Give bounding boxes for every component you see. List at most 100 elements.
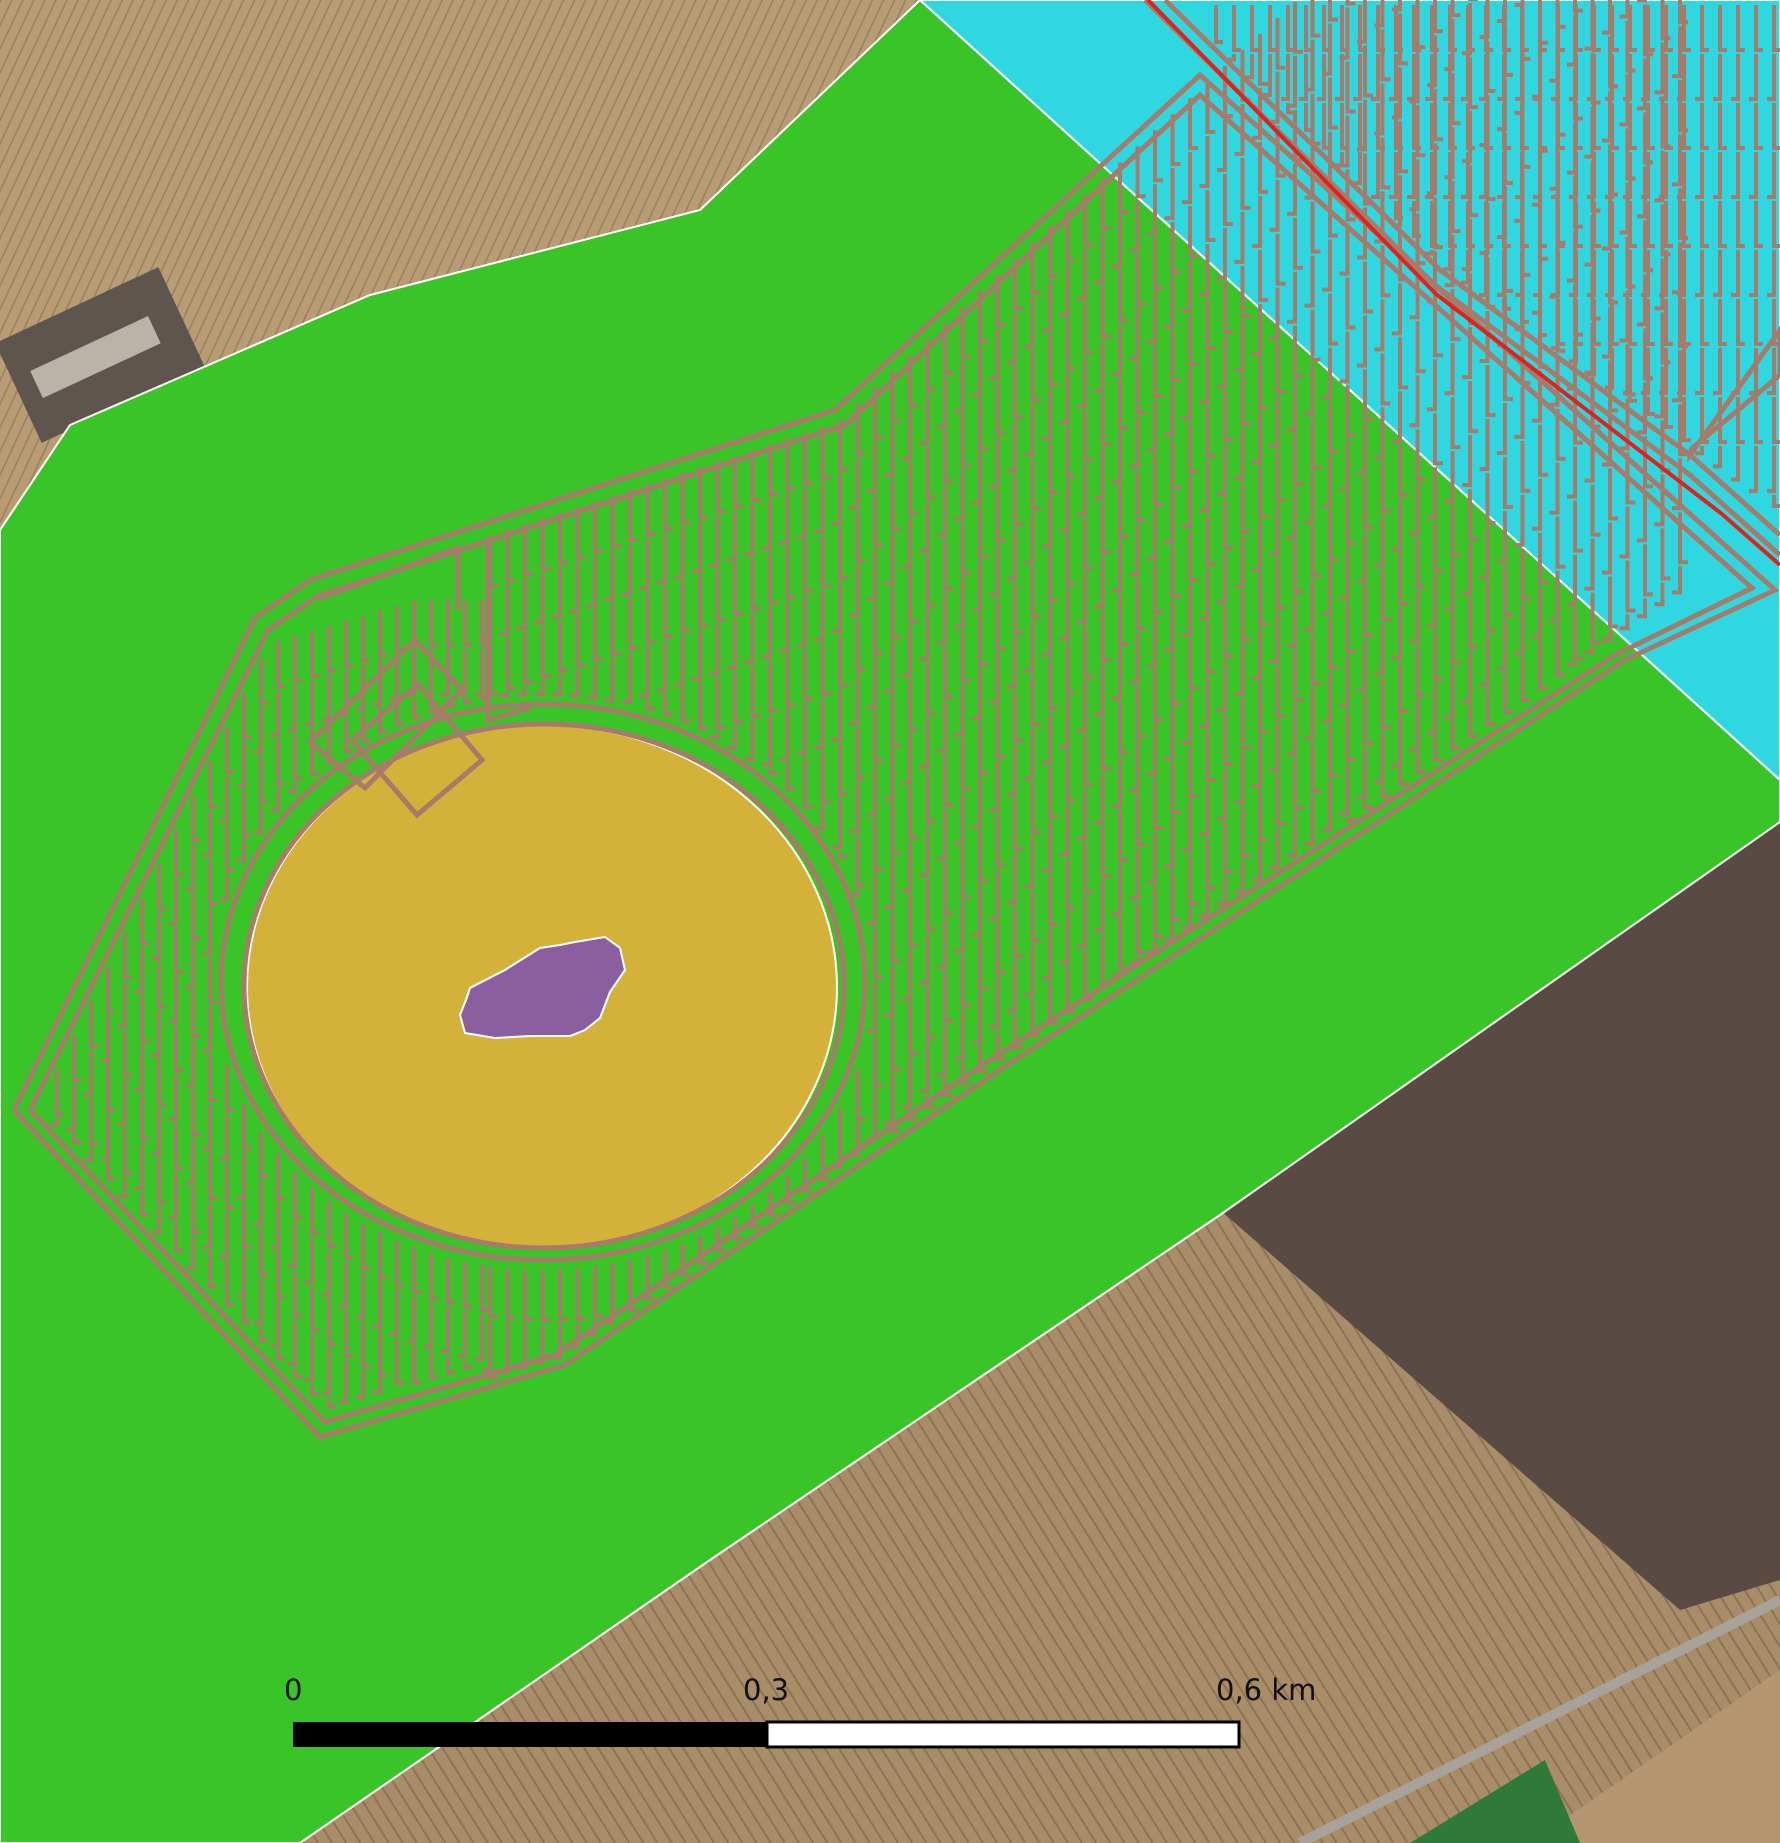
panel-row xyxy=(1363,369,1373,422)
panel-row xyxy=(1013,798,1023,851)
panel-row xyxy=(1147,832,1157,885)
panel-row xyxy=(1281,54,1290,101)
panel-row xyxy=(1479,419,1490,472)
panel-row xyxy=(1497,618,1507,671)
panel-row xyxy=(1625,20,1636,73)
panel-row xyxy=(1444,451,1455,504)
panel-row xyxy=(463,1359,472,1370)
scale-bar xyxy=(293,1720,1241,1749)
panel-row xyxy=(762,606,772,659)
panel-row xyxy=(1252,519,1262,572)
panel-row xyxy=(1654,366,1665,419)
panel-row xyxy=(1628,103,1637,150)
panel-row xyxy=(1427,683,1437,736)
panel-row xyxy=(1515,152,1524,199)
panel-row xyxy=(1772,397,1780,444)
panel-row xyxy=(1007,852,1017,905)
panel-row xyxy=(832,473,842,526)
panel-row xyxy=(1240,481,1251,534)
panel-row xyxy=(943,323,953,376)
panel-row xyxy=(750,450,761,503)
panel-row xyxy=(1538,201,1547,248)
panel-row xyxy=(1059,912,1070,965)
panel-row xyxy=(937,377,947,430)
panel-row xyxy=(123,1128,132,1176)
panel-row xyxy=(1170,114,1181,167)
panel-row xyxy=(1485,365,1496,418)
panel-row xyxy=(1007,528,1017,581)
panel-row xyxy=(1610,5,1619,52)
panel-row xyxy=(1407,54,1416,101)
panel-row xyxy=(1448,5,1457,52)
panel-row xyxy=(412,1345,421,1385)
panel-row xyxy=(1339,331,1350,384)
panel-row xyxy=(884,533,895,586)
panel-row xyxy=(1374,407,1385,460)
panel-row xyxy=(1433,521,1443,574)
panel-row xyxy=(855,619,866,672)
panel-row xyxy=(855,835,866,888)
panel-row xyxy=(1188,314,1198,367)
panel-row xyxy=(1024,620,1035,673)
panel-row xyxy=(242,1201,251,1249)
panel-row xyxy=(1217,443,1227,496)
panel-row xyxy=(1602,522,1612,575)
panel-row xyxy=(1269,503,1280,556)
panel-row xyxy=(140,1094,149,1142)
panel-row xyxy=(106,966,115,1014)
panel-row xyxy=(1538,103,1547,150)
panel-row xyxy=(1767,348,1776,395)
panel-row xyxy=(657,640,667,693)
panel-row xyxy=(1605,152,1614,199)
panel-row xyxy=(135,947,144,995)
panel-row xyxy=(1641,250,1650,297)
panel-row xyxy=(1407,152,1416,199)
panel-row xyxy=(517,578,527,631)
panel-row xyxy=(925,555,936,608)
panel-row xyxy=(1013,366,1023,419)
panel-row xyxy=(1024,728,1035,781)
panel-row xyxy=(505,529,516,582)
panel-row xyxy=(925,663,936,716)
panel-row xyxy=(1182,584,1192,637)
panel-rows-northeast xyxy=(1214,5,1780,508)
panel-row xyxy=(1223,497,1233,550)
panel-row xyxy=(1610,299,1619,346)
panel-row xyxy=(1415,537,1426,590)
panel-row xyxy=(1646,103,1655,150)
panel-row xyxy=(1427,467,1437,520)
panel-row xyxy=(1094,556,1105,609)
panel-row xyxy=(1223,821,1233,874)
panel-row xyxy=(1392,607,1402,660)
panel-row xyxy=(1199,784,1210,837)
panel-row xyxy=(1345,169,1356,222)
panel-row xyxy=(972,668,982,721)
panel-row xyxy=(1587,348,1596,377)
adjacent-zone-polygon[interactable] xyxy=(918,0,1780,782)
panel-row xyxy=(1602,630,1612,643)
panel-row xyxy=(191,795,200,843)
panel-row xyxy=(1654,42,1665,95)
panel-row xyxy=(505,637,516,690)
panel-row xyxy=(1754,397,1763,444)
panel-row xyxy=(890,911,901,964)
scale-label-mid: 0,3 xyxy=(743,1673,790,1707)
panel-row xyxy=(1610,103,1619,150)
panel-row xyxy=(1672,26,1682,79)
panel-row xyxy=(1293,757,1303,810)
core-zone-polygon[interactable] xyxy=(458,935,627,1040)
panel-row xyxy=(855,403,866,456)
panel-row xyxy=(1024,944,1035,997)
panel-row xyxy=(271,788,280,813)
panel-row xyxy=(1353,54,1362,101)
panel-row xyxy=(1430,103,1439,150)
panel-row xyxy=(1392,499,1402,552)
panel-row xyxy=(242,1103,251,1151)
panel-row xyxy=(1468,381,1478,434)
panel-row xyxy=(157,1059,166,1107)
panel-row xyxy=(1135,578,1146,631)
panel-row xyxy=(1287,703,1297,756)
panel-row xyxy=(1147,184,1157,237)
